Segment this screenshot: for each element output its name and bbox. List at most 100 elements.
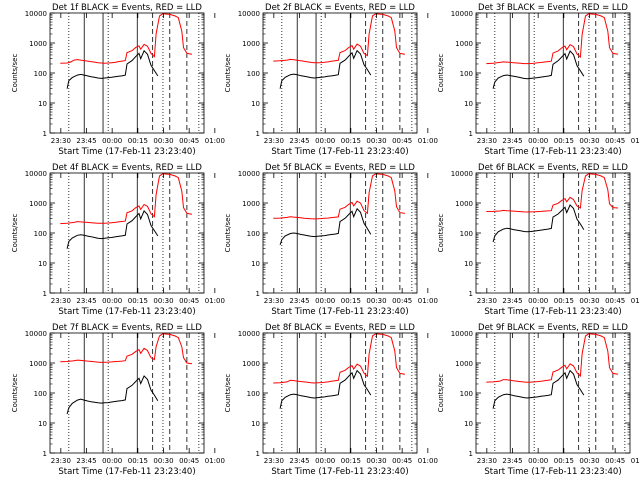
x-tick-label: 00:00 bbox=[528, 297, 548, 305]
panel-title: Det 4f BLACK = Events, RED = LLD bbox=[52, 163, 202, 173]
panel-det-5: Det 5f BLACK = Events, RED = LLD Counts/s… bbox=[224, 163, 438, 317]
x-tick-label: 23:30 bbox=[264, 297, 284, 305]
panel-det-3: Det 3f BLACK = Events, RED = LLD Counts/s… bbox=[437, 3, 640, 157]
panel-det-8: Det 8f BLACK = Events, RED = LLD Counts/s… bbox=[224, 323, 438, 477]
y-tick-label: 100 bbox=[460, 70, 473, 78]
y-tick-label: 10000 bbox=[451, 330, 473, 338]
panel-title: Det 3f BLACK = Events, RED = LLD bbox=[478, 3, 628, 13]
x-tick-label: 23:45 bbox=[289, 297, 309, 305]
plot-frame bbox=[49, 172, 205, 294]
y-axis-label: Counts/sec bbox=[11, 214, 19, 253]
y-tick-label: 100 bbox=[34, 390, 47, 398]
events-series-line bbox=[279, 369, 372, 409]
x-tick-label: 00:30 bbox=[579, 297, 599, 305]
y-tick-label: 1 bbox=[469, 450, 473, 458]
x-tick-label: 01:00 bbox=[205, 297, 225, 305]
panel-det-2: Det 2f BLACK = Events, RED = LLD Counts/s… bbox=[224, 3, 438, 157]
y-tick-label: 1000 bbox=[29, 200, 47, 208]
x-tick-label: 00:30 bbox=[366, 297, 386, 305]
y-tick-label: 1 bbox=[256, 290, 260, 298]
y-tick-label: 10000 bbox=[238, 10, 260, 18]
events-series-line bbox=[492, 204, 585, 243]
plot-frame bbox=[262, 332, 418, 454]
y-tick-label: 100 bbox=[34, 230, 47, 238]
lld-series-line bbox=[486, 13, 619, 65]
panel-title: Det 1f BLACK = Events, RED = LLD bbox=[52, 3, 202, 13]
y-tick-label: 1 bbox=[469, 130, 473, 138]
y-tick-label: 10000 bbox=[238, 170, 260, 178]
lld-series-line bbox=[60, 333, 193, 365]
x-axis-label: Start Time (17-Feb-11 23:23:40) bbox=[271, 307, 408, 317]
x-tick-label: 00:00 bbox=[315, 137, 335, 145]
x-tick-label: 00:45 bbox=[179, 297, 199, 305]
x-tick-label: 00:15 bbox=[128, 457, 148, 465]
lld-series-line bbox=[273, 13, 406, 64]
y-tick-label: 1000 bbox=[242, 200, 260, 208]
lld-series-line bbox=[273, 173, 406, 220]
y-tick-label: 10 bbox=[251, 420, 260, 428]
x-tick-label: 01:00 bbox=[205, 457, 225, 465]
panel-title: Det 8f BLACK = Events, RED = LLD bbox=[265, 323, 415, 333]
x-tick-label: 01:00 bbox=[418, 137, 438, 145]
x-tick-label: 23:30 bbox=[51, 457, 71, 465]
x-tick-label: 00:15 bbox=[128, 137, 148, 145]
x-tick-label: 23:45 bbox=[502, 297, 522, 305]
x-tick-label: 23:30 bbox=[477, 457, 497, 465]
panel-det-1: Det 1f BLACK = Events, RED = LLD Counts/s… bbox=[11, 3, 225, 157]
y-axis-label: Counts/sec bbox=[437, 374, 445, 413]
panel-title: Det 9f BLACK = Events, RED = LLD bbox=[478, 323, 628, 333]
y-tick-label: 100 bbox=[460, 230, 473, 238]
y-tick-label: 1 bbox=[256, 450, 260, 458]
x-tick-label: 23:45 bbox=[289, 457, 309, 465]
x-axis-label: Start Time (17-Feb-11 23:23:40) bbox=[58, 467, 195, 477]
y-tick-label: 10000 bbox=[451, 10, 473, 18]
x-axis-label: Start Time (17-Feb-11 23:23:40) bbox=[271, 467, 408, 477]
x-axis-label: Start Time (17-Feb-11 23:23:40) bbox=[484, 307, 621, 317]
y-axis-label: Counts/sec bbox=[11, 374, 19, 413]
x-tick-label: 00:30 bbox=[153, 137, 173, 145]
y-tick-label: 1 bbox=[256, 130, 260, 138]
x-tick-label: 00:00 bbox=[102, 137, 122, 145]
y-tick-label: 1000 bbox=[455, 40, 473, 48]
events-series-line bbox=[66, 375, 159, 415]
x-tick-label: 23:30 bbox=[51, 137, 71, 145]
lld-series-line bbox=[60, 13, 193, 64]
events-series-line bbox=[492, 50, 585, 89]
y-axis-label: Counts/sec bbox=[224, 374, 232, 413]
y-tick-label: 10 bbox=[464, 260, 473, 268]
x-tick-label: 00:15 bbox=[341, 137, 361, 145]
plot-frame bbox=[49, 12, 205, 134]
y-axis-label: Counts/sec bbox=[437, 214, 445, 253]
x-tick-label: 00:30 bbox=[366, 137, 386, 145]
x-tick-label: 01:00 bbox=[631, 457, 640, 465]
events-series-line bbox=[279, 207, 372, 246]
x-tick-label: 00:30 bbox=[579, 457, 599, 465]
x-tick-label: 00:45 bbox=[179, 137, 199, 145]
x-tick-label: 01:00 bbox=[631, 137, 640, 145]
x-tick-label: 00:15 bbox=[554, 457, 574, 465]
y-tick-label: 1 bbox=[43, 130, 47, 138]
x-axis-label: Start Time (17-Feb-11 23:23:40) bbox=[484, 147, 621, 157]
x-tick-label: 00:15 bbox=[341, 297, 361, 305]
plot-frame bbox=[475, 332, 631, 454]
panel-det-6: Det 6f BLACK = Events, RED = LLD Counts/s… bbox=[437, 163, 640, 317]
x-tick-label: 00:00 bbox=[102, 297, 122, 305]
y-tick-label: 10000 bbox=[25, 170, 47, 178]
y-tick-label: 1000 bbox=[29, 40, 47, 48]
y-tick-label: 1000 bbox=[455, 200, 473, 208]
x-tick-label: 00:00 bbox=[315, 457, 335, 465]
x-tick-label: 00:45 bbox=[392, 137, 412, 145]
x-tick-label: 00:30 bbox=[366, 457, 386, 465]
x-axis-label: Start Time (17-Feb-11 23:23:40) bbox=[58, 307, 195, 317]
y-tick-label: 10000 bbox=[25, 10, 47, 18]
events-series-line bbox=[492, 369, 585, 409]
x-tick-label: 00:15 bbox=[554, 297, 574, 305]
x-tick-label: 00:00 bbox=[315, 297, 335, 305]
x-tick-label: 23:45 bbox=[289, 137, 309, 145]
x-tick-label: 23:30 bbox=[51, 297, 71, 305]
events-series-line bbox=[66, 49, 159, 89]
x-tick-label: 23:45 bbox=[76, 297, 96, 305]
x-tick-label: 00:15 bbox=[341, 457, 361, 465]
